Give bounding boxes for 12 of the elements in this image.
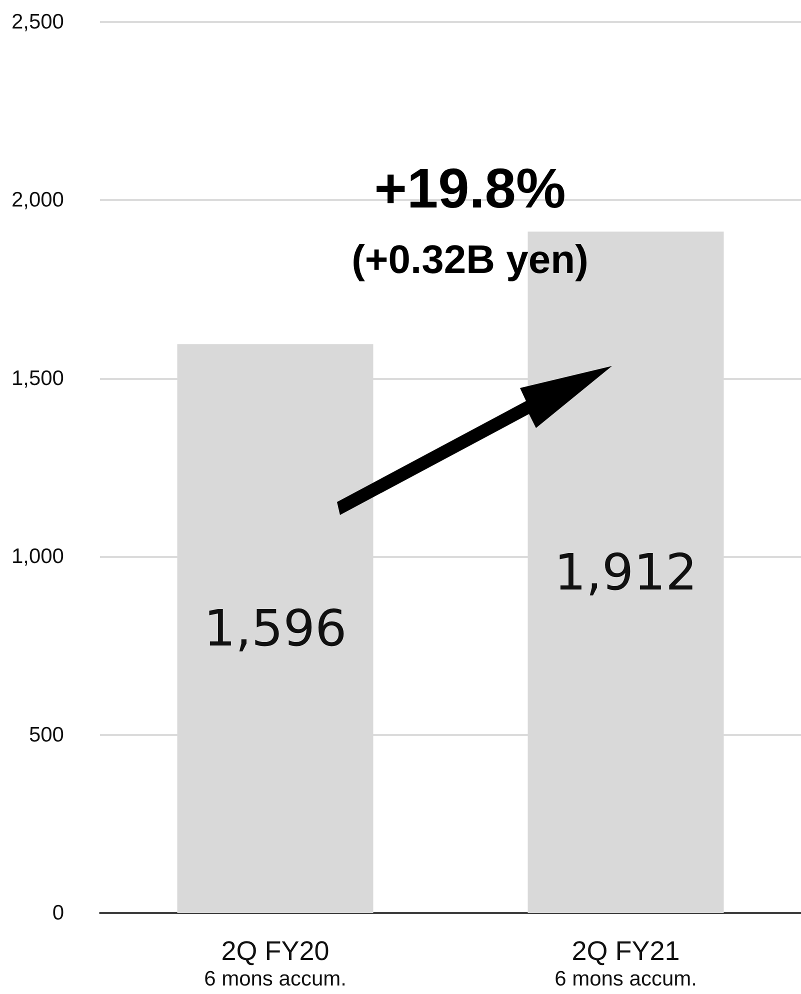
annotation: +19.8%	[374, 156, 566, 220]
x-tick-label: 2Q FY21 6 mons accum.	[554, 936, 697, 990]
data-label: 1,912	[554, 543, 698, 602]
y-tick-label: 2,500	[11, 10, 64, 34]
y-tick-label: 1,500	[11, 366, 64, 390]
annotation: (+0.32B yen)	[352, 238, 588, 282]
y-tick-label: 0	[52, 902, 64, 924]
data-label: 1,596	[204, 600, 347, 658]
y-tick-label: 2,000	[11, 188, 64, 212]
y-tick-label: 1,000	[11, 545, 64, 568]
x-tick-label: 2Q FY20 6 mons accum.	[204, 936, 346, 990]
y-tick-label: 500	[28, 723, 64, 746]
